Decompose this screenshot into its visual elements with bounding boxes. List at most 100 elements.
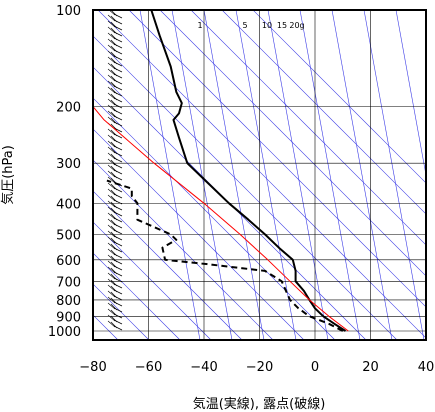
- guide-line: [128, 10, 426, 308]
- plot-frame: [92, 9, 427, 341]
- guide-line: [299, 10, 361, 340]
- wind-barb: [110, 165, 118, 173]
- wind-barb: [107, 230, 116, 238]
- dry-adiabat-guide-lines: [93, 10, 426, 340]
- wind-barb: [110, 135, 118, 143]
- wind-barb: [110, 51, 118, 59]
- wind-barb: [110, 297, 118, 305]
- wind-barb: [110, 291, 118, 299]
- wind-barb: [110, 237, 118, 245]
- wind-barb: [110, 93, 118, 101]
- wind-barb: [110, 99, 118, 107]
- wind-barb: [107, 86, 116, 94]
- x-tick-label: −80: [79, 360, 106, 375]
- wind-barb: [107, 44, 116, 52]
- wind-barb: [107, 92, 116, 100]
- wind-barb: [110, 105, 118, 113]
- wind-barb: [107, 164, 116, 172]
- wind-barb: [110, 81, 118, 89]
- wind-barb: [107, 308, 116, 316]
- wind-barb: [107, 176, 116, 184]
- wind-barb: [110, 57, 118, 65]
- wind-barb: [110, 69, 118, 77]
- sounding-series: [93, 10, 349, 332]
- x-tick-label: −60: [135, 360, 162, 375]
- y-tick-label: 500: [56, 228, 81, 243]
- guide-line: [221, 10, 426, 215]
- wind-barb: [107, 284, 116, 292]
- wind-barb: [110, 45, 118, 53]
- wind-barb: [110, 171, 118, 179]
- mixing-ratio-label: 5: [242, 21, 247, 30]
- wind-barb: [107, 296, 116, 304]
- dewpoint-line: [106, 179, 344, 332]
- guide-line: [93, 283, 150, 340]
- y-tick-label: 800: [56, 294, 81, 309]
- y-tick-label: 200: [56, 101, 81, 116]
- guide-line: [93, 190, 243, 340]
- y-tick-label: 700: [56, 275, 81, 290]
- wind-barb: [107, 218, 116, 226]
- mixing-ratio-label: 10: [262, 21, 272, 30]
- y-tick-label: 100: [56, 4, 81, 19]
- wind-barb: [107, 26, 116, 34]
- guide-line: [93, 159, 274, 340]
- wind-barb: [110, 15, 118, 23]
- parcel-line: [93, 106, 349, 332]
- wind-barb: [107, 272, 116, 280]
- wind-barb: [110, 33, 118, 41]
- guide-line: [267, 10, 329, 340]
- wind-barb: [110, 153, 118, 161]
- wind-barb: [107, 236, 116, 244]
- wind-barbs: [107, 10, 123, 331]
- wind-barb: [107, 62, 116, 70]
- wind-barb: [107, 248, 116, 256]
- wind-barb: [107, 158, 116, 166]
- guide-line: [139, 10, 201, 340]
- guide-line: [190, 10, 426, 246]
- mixing-ratio-label: 1: [197, 21, 202, 30]
- wind-barb: [110, 273, 118, 281]
- guide-line: [93, 128, 305, 340]
- wind-barb: [110, 147, 118, 155]
- wind-barb: [107, 212, 116, 220]
- wind-barb: [110, 303, 118, 311]
- wind-barb: [107, 224, 116, 232]
- wind-barb: [110, 189, 118, 197]
- wind-barb: [110, 321, 118, 329]
- wind-barb: [108, 10, 116, 16]
- wind-barb: [107, 266, 116, 274]
- wind-barb: [107, 68, 116, 76]
- wind-barb: [107, 194, 116, 202]
- wind-barb: [107, 134, 116, 142]
- wind-barb: [110, 39, 118, 47]
- mixing-ratio-label: 20g: [289, 21, 304, 30]
- y-tick-label: 400: [56, 197, 81, 212]
- x-tick-label: 40: [418, 360, 435, 375]
- wind-barb: [110, 141, 118, 149]
- wind-barb: [110, 129, 118, 137]
- wind-barb: [110, 201, 118, 209]
- wind-barb: [110, 309, 118, 317]
- mixing-ratio-label: 15: [277, 21, 287, 30]
- wind-barb: [110, 213, 118, 221]
- wind-barb: [107, 56, 116, 64]
- wind-barb: [107, 242, 116, 250]
- wind-barb: [107, 140, 116, 148]
- guide-line: [93, 221, 212, 340]
- y-axis-title: 気圧(hPa): [0, 145, 16, 205]
- wind-barb: [110, 27, 118, 35]
- wind-barb: [107, 320, 116, 328]
- wind-barb: [107, 188, 116, 196]
- x-axis-title: 気温(実線), 露点(破線): [193, 396, 326, 412]
- wind-barb: [110, 231, 118, 239]
- wind-barb: [107, 110, 116, 118]
- guide-line: [395, 10, 426, 177]
- wind-barb: [110, 159, 118, 167]
- wind-barb: [110, 111, 118, 119]
- wind-barb: [110, 117, 118, 125]
- guide-line: [97, 10, 426, 339]
- wind-barb: [110, 267, 118, 275]
- wind-barb: [110, 315, 118, 323]
